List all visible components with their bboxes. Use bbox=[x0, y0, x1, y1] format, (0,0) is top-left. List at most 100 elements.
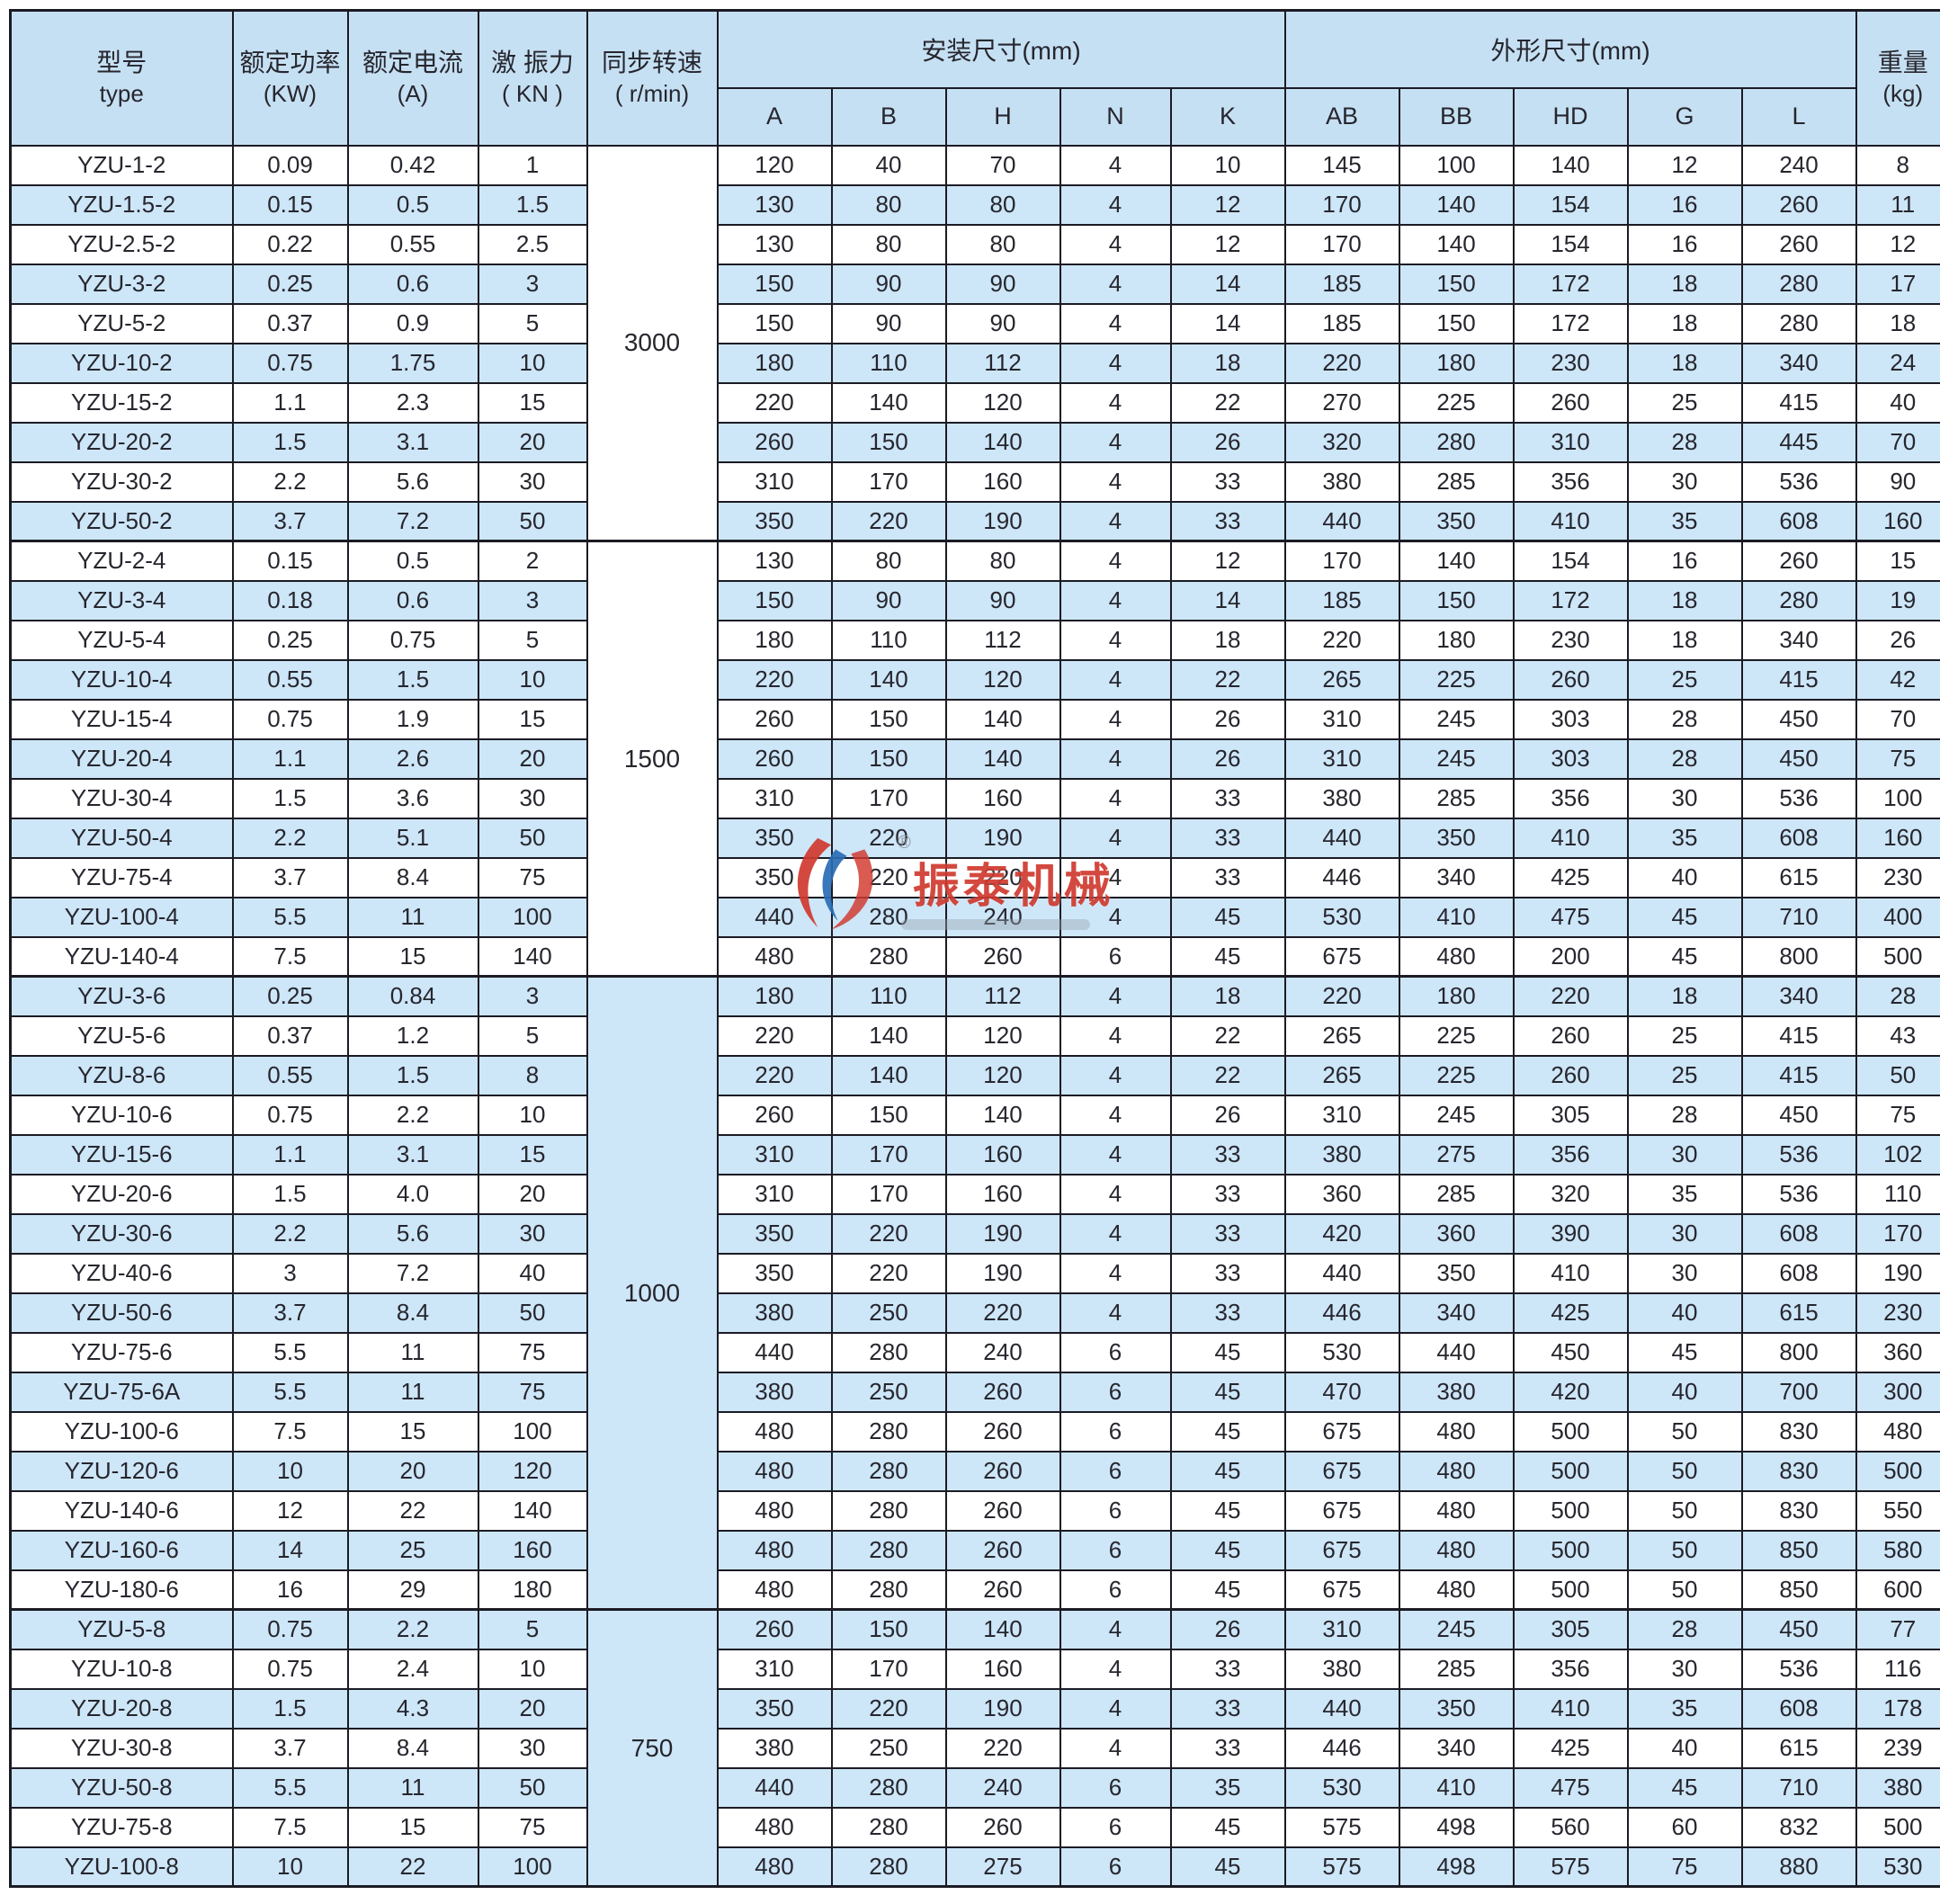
value-cell: 2.2 bbox=[348, 1610, 478, 1649]
value-cell: 280 bbox=[1399, 423, 1514, 462]
motor-spec-table: 型号 type 额定功率 (KW) 额定电流 (A) 激 振力 ( KN ) 同… bbox=[9, 9, 1940, 1888]
value-cell: 1.5 bbox=[233, 1175, 348, 1214]
model-cell: YZU-1-2 bbox=[11, 146, 233, 185]
value-cell: 1.1 bbox=[233, 1135, 348, 1175]
value-cell: 10 bbox=[233, 1847, 348, 1887]
model-cell: YZU-20-2 bbox=[11, 423, 233, 462]
value-cell: 250 bbox=[832, 1372, 946, 1412]
value-cell: 18 bbox=[1628, 977, 1742, 1016]
value-cell: 150 bbox=[1399, 264, 1514, 304]
value-cell: 45 bbox=[1171, 1570, 1285, 1610]
value-cell: 8.4 bbox=[348, 858, 478, 898]
value-cell: 33 bbox=[1171, 779, 1285, 818]
value-cell: 80 bbox=[946, 225, 1060, 264]
value-cell: 30 bbox=[1628, 1254, 1742, 1293]
value-cell: 43 bbox=[1856, 1016, 1940, 1056]
value-cell: 260 bbox=[1514, 660, 1628, 700]
value-cell: 12 bbox=[1856, 225, 1940, 264]
value-cell: 340 bbox=[1399, 1293, 1514, 1333]
value-cell: 240 bbox=[1742, 146, 1856, 185]
value-cell: 608 bbox=[1742, 502, 1856, 541]
value-cell: 2.2 bbox=[233, 1214, 348, 1254]
value-cell: 170 bbox=[832, 779, 946, 818]
value-cell: 310 bbox=[1285, 739, 1399, 779]
value-cell: 415 bbox=[1742, 383, 1856, 423]
value-cell: 10 bbox=[233, 1452, 348, 1491]
value-cell: 360 bbox=[1399, 1214, 1514, 1254]
value-cell: 3.7 bbox=[233, 502, 348, 541]
value-cell: 40 bbox=[1628, 1293, 1742, 1333]
value-cell: 710 bbox=[1742, 1768, 1856, 1808]
value-cell: 425 bbox=[1514, 1729, 1628, 1768]
value-cell: 356 bbox=[1514, 462, 1628, 502]
value-cell: 1.1 bbox=[233, 739, 348, 779]
value-cell: 150 bbox=[718, 264, 832, 304]
value-cell: 310 bbox=[1285, 1095, 1399, 1135]
value-cell: 30 bbox=[1628, 1649, 1742, 1689]
value-cell: 2 bbox=[478, 541, 587, 581]
value-cell: 260 bbox=[946, 1570, 1060, 1610]
value-cell: 480 bbox=[718, 1491, 832, 1531]
value-cell: 260 bbox=[718, 1610, 832, 1649]
value-cell: 190 bbox=[1856, 1254, 1940, 1293]
value-cell: 40 bbox=[1628, 1729, 1742, 1768]
value-cell: 190 bbox=[946, 502, 1060, 541]
value-cell: 0.75 bbox=[348, 621, 478, 660]
value-cell: 0.6 bbox=[348, 264, 478, 304]
value-cell: 30 bbox=[478, 462, 587, 502]
value-cell: 380 bbox=[1856, 1768, 1940, 1808]
value-cell: 260 bbox=[718, 700, 832, 739]
value-cell: 75 bbox=[1856, 739, 1940, 779]
value-cell: 340 bbox=[1742, 977, 1856, 1016]
value-cell: 18 bbox=[1628, 304, 1742, 344]
model-cell: YZU-3-4 bbox=[11, 581, 233, 621]
value-cell: 225 bbox=[1399, 1016, 1514, 1056]
value-cell: 275 bbox=[1399, 1135, 1514, 1175]
value-cell: 170 bbox=[1285, 541, 1399, 581]
value-cell: 100 bbox=[478, 898, 587, 937]
value-cell: 445 bbox=[1742, 423, 1856, 462]
value-cell: 450 bbox=[1742, 700, 1856, 739]
value-cell: 1.5 bbox=[348, 1056, 478, 1095]
value-cell: 185 bbox=[1285, 264, 1399, 304]
value-cell: 1.1 bbox=[233, 383, 348, 423]
value-cell: 10 bbox=[1171, 146, 1285, 185]
value-cell: 140 bbox=[832, 1016, 946, 1056]
value-cell: 50 bbox=[1628, 1570, 1742, 1610]
value-cell: 30 bbox=[478, 1214, 587, 1254]
col-header-force-zh: 激 振力 bbox=[479, 47, 586, 79]
value-cell: 100 bbox=[1856, 779, 1940, 818]
model-cell: YZU-10-6 bbox=[11, 1095, 233, 1135]
value-cell: 200 bbox=[1514, 937, 1628, 977]
value-cell: 90 bbox=[946, 264, 1060, 304]
value-cell: 5.6 bbox=[348, 462, 478, 502]
value-cell: 75 bbox=[478, 1333, 587, 1372]
value-cell: 700 bbox=[1742, 1372, 1856, 1412]
value-cell: 50 bbox=[478, 1768, 587, 1808]
value-cell: 880 bbox=[1742, 1847, 1856, 1887]
value-cell: 415 bbox=[1742, 1016, 1856, 1056]
value-cell: 160 bbox=[478, 1531, 587, 1570]
value-cell: 33 bbox=[1171, 1649, 1285, 1689]
value-cell: 18 bbox=[1171, 977, 1285, 1016]
value-cell: 220 bbox=[832, 1689, 946, 1729]
sub-header-H: H bbox=[946, 88, 1060, 146]
value-cell: 8.4 bbox=[348, 1293, 478, 1333]
model-cell: YZU-140-4 bbox=[11, 937, 233, 977]
value-cell: 240 bbox=[946, 898, 1060, 937]
value-cell: 250 bbox=[832, 1729, 946, 1768]
value-cell: 180 bbox=[478, 1570, 587, 1610]
value-cell: 25 bbox=[348, 1531, 478, 1570]
value-cell: 380 bbox=[1285, 1649, 1399, 1689]
value-cell: 12 bbox=[1171, 185, 1285, 225]
value-cell: 20 bbox=[478, 739, 587, 779]
value-cell: 480 bbox=[1399, 1452, 1514, 1491]
value-cell: 130 bbox=[718, 225, 832, 264]
value-cell: 380 bbox=[718, 1372, 832, 1412]
value-cell: 220 bbox=[946, 1729, 1060, 1768]
value-cell: 0.5 bbox=[348, 185, 478, 225]
value-cell: 446 bbox=[1285, 858, 1399, 898]
value-cell: 498 bbox=[1399, 1808, 1514, 1847]
value-cell: 220 bbox=[1285, 344, 1399, 383]
